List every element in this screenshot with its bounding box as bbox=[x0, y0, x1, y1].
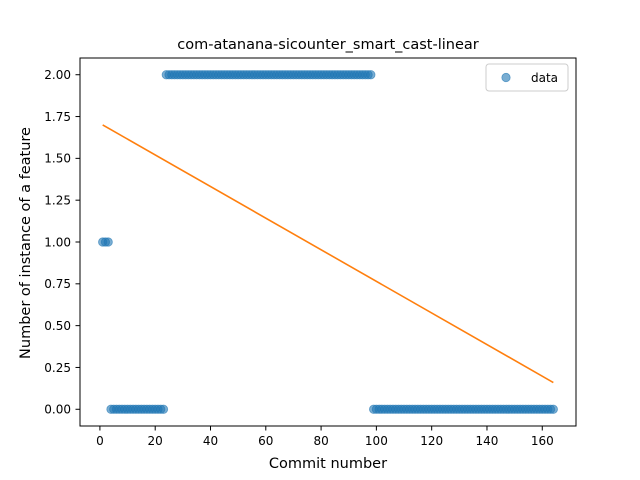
y-tick-label: 0.00 bbox=[44, 403, 71, 417]
x-tick-label: 20 bbox=[148, 434, 163, 448]
legend-label: data bbox=[531, 71, 558, 85]
data-point bbox=[548, 404, 558, 414]
y-tick-label: 1.75 bbox=[44, 110, 71, 124]
legend: data bbox=[485, 63, 569, 92]
data-point bbox=[158, 404, 169, 414]
x-axis-label: Commit number bbox=[269, 456, 387, 472]
data-point bbox=[103, 237, 113, 247]
y-tick-label: 0.75 bbox=[44, 277, 71, 291]
legend-marker bbox=[501, 72, 511, 83]
x-tick-label: 60 bbox=[258, 434, 273, 448]
x-tick-label: 40 bbox=[203, 434, 218, 448]
axes: 0 20 40 60 80 100 120 140 160 0.00 0.25 0.50 0.75 1.0… bbox=[44, 57, 577, 448]
y-tick-label: 1.25 bbox=[44, 193, 71, 207]
y-tick-label: 0.25 bbox=[44, 361, 71, 375]
data-point bbox=[366, 70, 376, 80]
y-tick-label: 0.50 bbox=[44, 319, 71, 333]
y-tick-label: 1.50 bbox=[44, 152, 71, 166]
y-tick-label: 2.00 bbox=[44, 68, 71, 82]
fit-line bbox=[102, 124, 554, 384]
plot-area bbox=[98, 70, 558, 414]
x-tick-label: 140 bbox=[476, 434, 499, 448]
y-tick-label: 1.00 bbox=[44, 235, 71, 249]
legend-box bbox=[485, 63, 569, 92]
x-tick-label: 160 bbox=[531, 434, 554, 448]
x-tick-label: 0 bbox=[96, 434, 104, 448]
y-axis-label: Number of instance of a feature bbox=[18, 127, 34, 359]
x-tick-label: 80 bbox=[313, 434, 328, 448]
x-tick-label: 120 bbox=[420, 434, 443, 448]
x-tick-label: 100 bbox=[365, 434, 388, 448]
chart-title: com-atanana-sicounter_smart_cast-linear bbox=[177, 37, 479, 53]
